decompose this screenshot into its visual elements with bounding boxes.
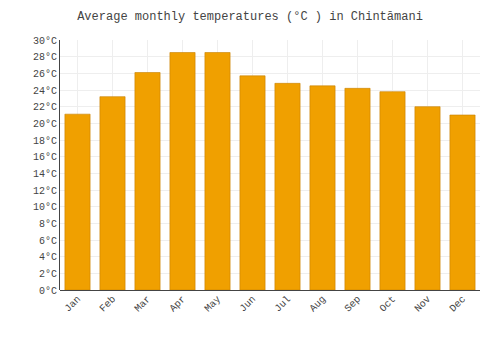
svg-text:20°C: 20°C xyxy=(33,119,57,130)
svg-text:2°C: 2°C xyxy=(39,269,57,280)
svg-text:16°C: 16°C xyxy=(33,152,57,163)
svg-text:Oct: Oct xyxy=(378,294,399,315)
svg-text:8°C: 8°C xyxy=(39,219,57,230)
svg-text:May: May xyxy=(203,294,224,315)
svg-text:Jun: Jun xyxy=(238,294,259,315)
svg-text:Aug: Aug xyxy=(308,294,329,315)
svg-text:28°C: 28°C xyxy=(33,52,57,63)
svg-text:12°C: 12°C xyxy=(33,186,57,197)
svg-text:Mar: Mar xyxy=(133,294,154,315)
svg-text:Dec: Dec xyxy=(448,294,469,315)
svg-text:Feb: Feb xyxy=(98,294,119,315)
svg-text:26°C: 26°C xyxy=(33,69,57,80)
svg-text:Average monthly temperatures (: Average monthly temperatures (°C ) in Ch… xyxy=(77,10,423,24)
svg-text:22°C: 22°C xyxy=(33,102,57,113)
svg-text:0°C: 0°C xyxy=(39,286,57,297)
svg-text:Jan: Jan xyxy=(63,294,84,315)
svg-text:Sep: Sep xyxy=(343,294,364,315)
svg-text:4°C: 4°C xyxy=(39,252,57,263)
svg-text:30°C: 30°C xyxy=(33,36,57,47)
svg-text:18°C: 18°C xyxy=(33,136,57,147)
svg-text:14°C: 14°C xyxy=(33,169,57,180)
svg-text:Nov: Nov xyxy=(413,294,434,315)
svg-text:Apr: Apr xyxy=(168,294,189,315)
svg-text:10°C: 10°C xyxy=(33,202,57,213)
svg-text:Jul: Jul xyxy=(273,294,294,315)
svg-text:24°C: 24°C xyxy=(33,86,57,97)
svg-text:6°C: 6°C xyxy=(39,236,57,247)
